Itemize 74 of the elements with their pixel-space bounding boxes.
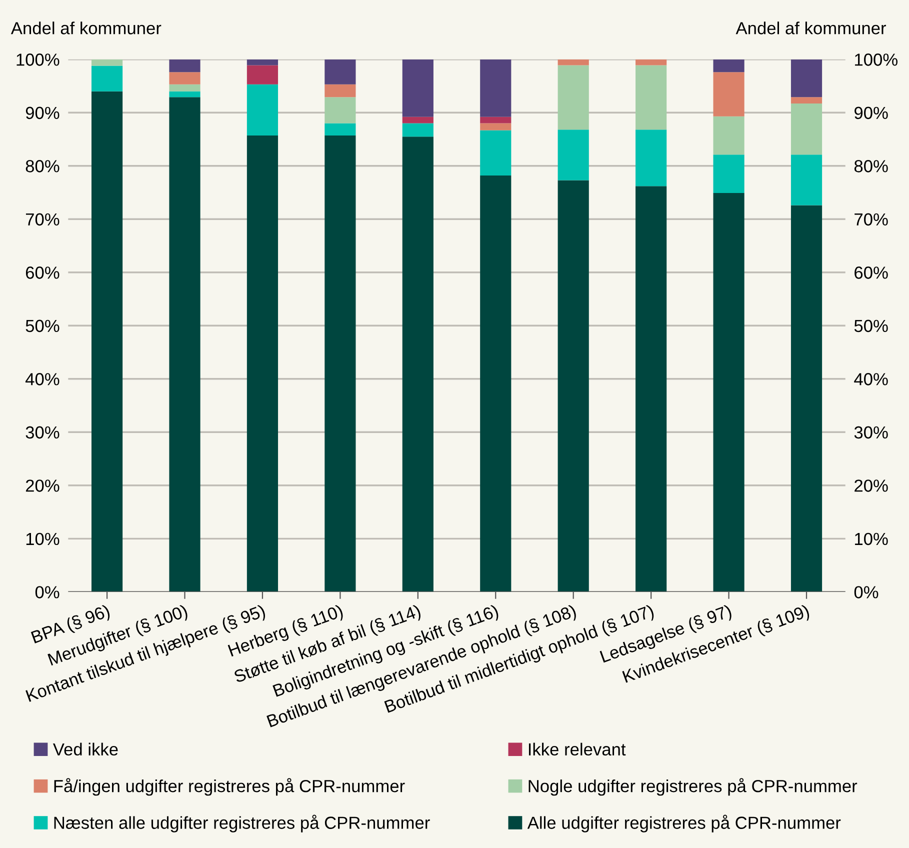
bar <box>91 91 123 592</box>
bar <box>402 59 434 117</box>
bar <box>790 104 822 155</box>
y-tick-label: 10% <box>26 532 60 546</box>
y-tick-label: 40% <box>25 373 60 386</box>
legend-label: Ikke relevant <box>528 742 626 756</box>
bar <box>324 59 356 84</box>
bar <box>790 205 822 592</box>
y-tick-label: 80% <box>26 160 60 172</box>
bar <box>91 66 123 92</box>
bar <box>558 59 589 66</box>
bar <box>246 84 278 136</box>
bar <box>636 186 667 592</box>
bar <box>713 59 744 72</box>
y-tick-label: 100% <box>16 54 60 66</box>
bar <box>402 136 434 592</box>
y2-tick-label: 60% <box>854 266 888 279</box>
bar <box>91 59 123 66</box>
bar <box>324 136 356 592</box>
y2-tick-label: 30% <box>854 426 888 439</box>
y2-tick-label: 80% <box>854 160 888 172</box>
y2-axis-title: Andel af kommuner <box>736 22 886 34</box>
bar <box>713 116 744 155</box>
bar <box>790 59 822 98</box>
y-tick-label: 60% <box>26 266 60 279</box>
y2-tick-label: 50% <box>854 320 888 332</box>
bar <box>402 123 434 137</box>
bar <box>480 130 512 176</box>
legend-label: Nogle udgifter registreres på CPR-nummer <box>528 778 858 796</box>
bar <box>713 72 744 116</box>
y-tick-label: 0% <box>35 586 60 598</box>
y-tick-label: 20% <box>26 480 60 492</box>
legend-label: Ved ikke <box>52 742 118 756</box>
bar <box>169 59 200 72</box>
bar <box>790 97 822 104</box>
bar <box>246 136 278 592</box>
y2-tick-label: 90% <box>854 106 888 120</box>
bar <box>246 59 278 66</box>
y-tick-label: 70% <box>26 213 60 226</box>
bar <box>169 91 200 98</box>
legend-label: Næsten alle udgifter registreres på CPR-nummer <box>54 814 430 832</box>
y2-tick-label: 40% <box>854 373 888 386</box>
bar <box>713 193 744 592</box>
bar <box>324 97 356 124</box>
legend-label: Få/ingen udgifter registreres på CPR-nummer <box>54 778 405 796</box>
bar <box>558 65 589 130</box>
bar <box>558 180 589 592</box>
bar <box>324 123 356 136</box>
bar <box>713 154 744 194</box>
bar <box>324 84 356 98</box>
bar <box>636 130 667 186</box>
y-tick-label: 30% <box>26 426 60 439</box>
bar <box>790 154 822 206</box>
y2-tick-label: 70% <box>854 213 888 226</box>
y2-tick-label: 100% <box>855 54 898 66</box>
y-tick-label: 50% <box>26 320 60 332</box>
bar <box>169 84 200 92</box>
y-tick-label: 90% <box>26 106 60 120</box>
bar <box>480 116 512 124</box>
y2-tick-label: 20% <box>854 480 888 492</box>
y-axis-title: Andel af kommuner <box>10 22 162 34</box>
y2-tick-label: 0% <box>854 586 878 598</box>
bar <box>636 65 667 130</box>
y2-tick-label: 10% <box>855 532 888 546</box>
bar <box>169 97 200 592</box>
bar <box>480 175 512 592</box>
legend-label: Alle udgifter registreres på CPR-nummer <box>527 814 841 832</box>
bar <box>169 72 200 84</box>
bar <box>246 65 278 84</box>
bar <box>636 59 667 66</box>
bar <box>480 59 512 117</box>
bar <box>558 130 589 180</box>
bar <box>480 123 512 130</box>
bar <box>402 116 434 124</box>
